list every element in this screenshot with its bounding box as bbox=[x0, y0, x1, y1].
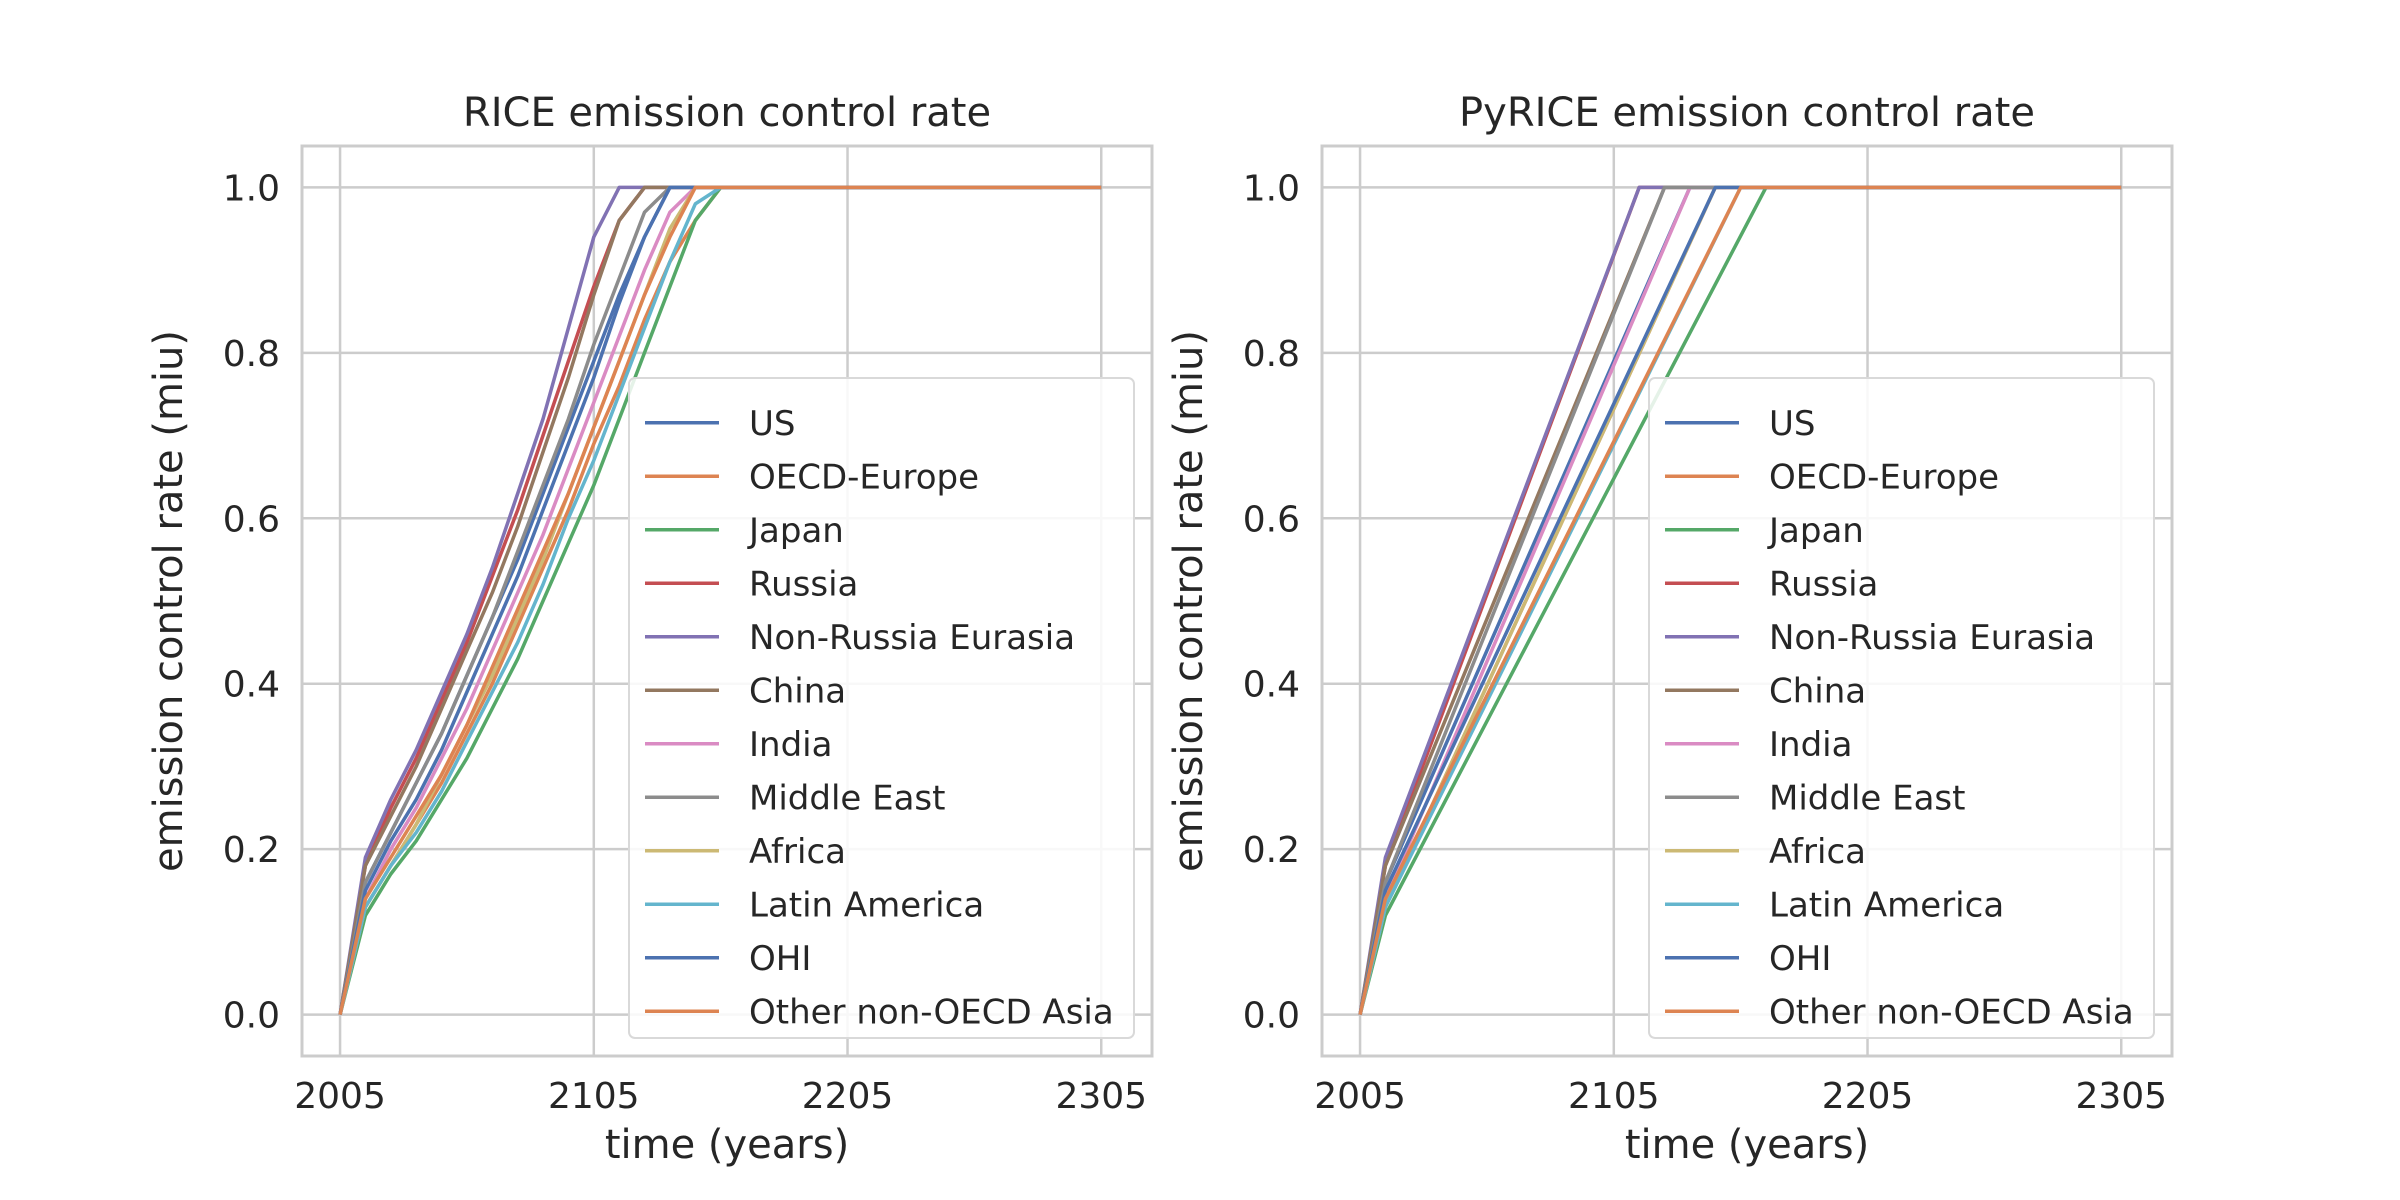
rice-legend-label-us: US bbox=[749, 404, 795, 444]
pyrice-y-tick-label: 0.2 bbox=[1243, 830, 1300, 871]
rice-legend-box bbox=[628, 377, 1135, 1039]
rice-x-tick-label: 2005 bbox=[294, 1076, 386, 1117]
pyrice-x-tick-label: 2105 bbox=[1568, 1076, 1660, 1117]
rice-legend-label-africa: Africa bbox=[749, 832, 846, 872]
pyrice-title: PyRICE emission control rate bbox=[1459, 90, 2035, 136]
rice-line-china bbox=[338, 185, 1102, 1015]
rice-x-axis-label: time (years) bbox=[605, 1122, 849, 1168]
rice-axes-frame bbox=[300, 144, 1154, 1058]
pyrice-x-ticks: 2005 2105 2205 2305 bbox=[1314, 1076, 2167, 1117]
rice-line-middle-east bbox=[338, 185, 1102, 1015]
rice-legend-label-middle-east: Middle East bbox=[749, 778, 945, 818]
rice-legend: US OECD-Europe Japan Russia Non-Russia Euras… bbox=[628, 377, 1135, 1039]
rice-legend-label-latin-america: Latin America bbox=[749, 885, 984, 925]
rice-legend-label-china: China bbox=[749, 671, 846, 711]
rice-legend-label-russia: Russia bbox=[749, 564, 858, 604]
rice-line-japan bbox=[338, 185, 1102, 1016]
rice-legend-label-non-russia-eurasia: Non-Russia Eurasia bbox=[749, 618, 1075, 658]
rice-x-ticks: 2005 2105 2205 2305 bbox=[294, 1076, 1147, 1117]
pyrice-x-tick-label: 2305 bbox=[2075, 1076, 2167, 1117]
pyrice-y-axis-label: emission control rate (miu) bbox=[1166, 330, 1212, 872]
rice-legend-label-ohi: OHI bbox=[749, 939, 811, 979]
rice-line-ohi bbox=[338, 185, 1102, 1015]
pyrice-legend-box bbox=[1648, 377, 2155, 1039]
pyrice-axes-frame bbox=[1320, 144, 2174, 1058]
rice-x-tick-label: 2305 bbox=[1055, 1076, 1147, 1117]
pyrice-x-tick-label: 2005 bbox=[1314, 1076, 1406, 1117]
pyrice-legend-label-latin-america: Latin America bbox=[1769, 885, 2004, 925]
rice-y-tick-label: 0.0 bbox=[223, 996, 280, 1037]
rice-legend-label-india: India bbox=[749, 725, 832, 765]
rice-legend-label-other-non-oecd-asia: Other non-OECD Asia bbox=[749, 992, 1114, 1032]
rice-line-india bbox=[338, 185, 1102, 1015]
pyrice-legend: US OECD-Europe Japan Russia Non-Russia Euras… bbox=[1648, 377, 2155, 1039]
rice-y-axis-label: emission control rate (miu) bbox=[146, 330, 192, 872]
pyrice-x-axis-label: time (years) bbox=[1625, 1122, 1869, 1168]
rice-y-tick-label: 1.0 bbox=[223, 168, 280, 209]
pyrice-legend-label-japan: Japan bbox=[1767, 511, 1864, 551]
pyrice-y-tick-label: 1.0 bbox=[1243, 168, 1300, 209]
pyrice-y-tick-label: 0.4 bbox=[1243, 665, 1300, 706]
pyrice-legend-label-other-non-oecd-asia: Other non-OECD Asia bbox=[1769, 992, 2134, 1032]
rice-y-tick-label: 0.2 bbox=[223, 830, 280, 871]
pyrice-legend-label-oecd-europe: OECD-Europe bbox=[1769, 457, 1999, 497]
rice-title: RICE emission control rate bbox=[463, 90, 991, 136]
pyrice-lines bbox=[1358, 185, 2122, 1016]
pyrice-y-ticks: 0.0 0.2 0.4 0.6 0.8 1.0 bbox=[1243, 168, 1300, 1036]
pyrice-legend-label-middle-east: Middle East bbox=[1769, 778, 1965, 818]
rice-line-other-non-oecd-asia bbox=[338, 185, 1102, 1015]
rice-lines bbox=[338, 185, 1102, 1016]
rice-line-latin-america bbox=[338, 185, 1102, 1016]
pyrice-y-tick-label: 0.8 bbox=[1243, 334, 1300, 375]
subplot-pyrice: 2005 2105 2205 2305 0.0 0.2 0.4 0.6 0.8 1.0 PyRI… bbox=[1166, 90, 2174, 1168]
pyrice-legend-label-china: China bbox=[1769, 671, 1866, 711]
rice-line-non-russia-eurasia bbox=[338, 185, 1102, 1015]
rice-y-ticks: 0.0 0.2 0.4 0.6 0.8 1.0 bbox=[223, 168, 280, 1036]
rice-line-africa bbox=[338, 185, 1102, 1016]
pyrice-legend-label-us: US bbox=[1769, 404, 1815, 444]
pyrice-y-tick-label: 0.0 bbox=[1243, 996, 1300, 1037]
subplot-rice: 2005 2105 2205 2305 0.0 0.2 0.4 0.6 0.8 1.0 RICE… bbox=[146, 90, 1154, 1168]
pyrice-legend-label-non-russia-eurasia: Non-Russia Eurasia bbox=[1769, 618, 2095, 658]
pyrice-y-tick-label: 0.6 bbox=[1243, 499, 1300, 540]
pyrice-legend-label-africa: Africa bbox=[1769, 832, 1866, 872]
rice-legend-label-oecd-europe: OECD-Europe bbox=[749, 457, 979, 497]
pyrice-legend-label-ohi: OHI bbox=[1769, 939, 1831, 979]
pyrice-line-other-non-oecd-asia bbox=[1358, 185, 2122, 1015]
rice-legend-label-japan: Japan bbox=[747, 511, 844, 551]
pyrice-legend-label-india: India bbox=[1769, 725, 1852, 765]
rice-y-tick-label: 0.4 bbox=[223, 665, 280, 706]
pyrice-x-tick-label: 2205 bbox=[1822, 1076, 1914, 1117]
rice-x-tick-label: 2205 bbox=[802, 1076, 894, 1117]
pyrice-legend-label-russia: Russia bbox=[1769, 564, 1878, 604]
rice-y-tick-label: 0.6 bbox=[223, 499, 280, 540]
rice-y-tick-label: 0.8 bbox=[223, 334, 280, 375]
rice-x-tick-label: 2105 bbox=[548, 1076, 640, 1117]
